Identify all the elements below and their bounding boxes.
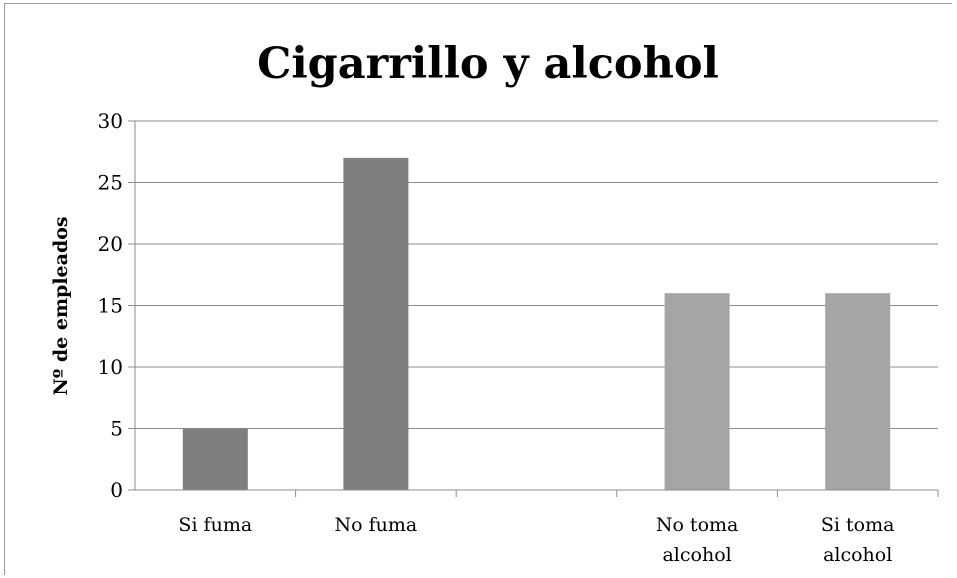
y-tick-label-2: 10 [98, 355, 123, 379]
y-axis-ticks: 0 5 10 15 20 25 30 [98, 109, 135, 502]
x-category-label-1-0: No fuma [335, 514, 418, 536]
x-category-label-3-1: alcohol [662, 544, 731, 566]
bar-0 [182, 428, 248, 490]
x-category-label-4-0: Si toma [821, 514, 895, 536]
x-category-label-3-0: No toma [656, 514, 739, 536]
x-axis-labels: Si fuma No fuma No toma alcohol Si toma alcoh… [178, 490, 939, 566]
y-tick-label-1: 5 [110, 417, 123, 441]
x-category-label-0-0: Si fuma [178, 514, 252, 536]
bar-3 [664, 293, 730, 490]
y-tick-label-6: 30 [98, 109, 123, 133]
y-tick-label-4: 20 [98, 232, 123, 256]
bar-4 [825, 293, 891, 490]
y-axis-label: Nº de empleados [50, 216, 72, 395]
chart-title: Cigarrillo y alcohol [257, 39, 719, 89]
bar-1 [343, 157, 409, 490]
chart-frame [4, 3, 952, 575]
gridlines [135, 120, 938, 429]
y-tick-label-5: 25 [98, 171, 123, 195]
bars [182, 157, 891, 490]
x-category-label-4-1: alcohol [823, 544, 892, 566]
y-tick-label-0: 0 [110, 478, 123, 502]
y-tick-label-3: 15 [98, 294, 123, 318]
